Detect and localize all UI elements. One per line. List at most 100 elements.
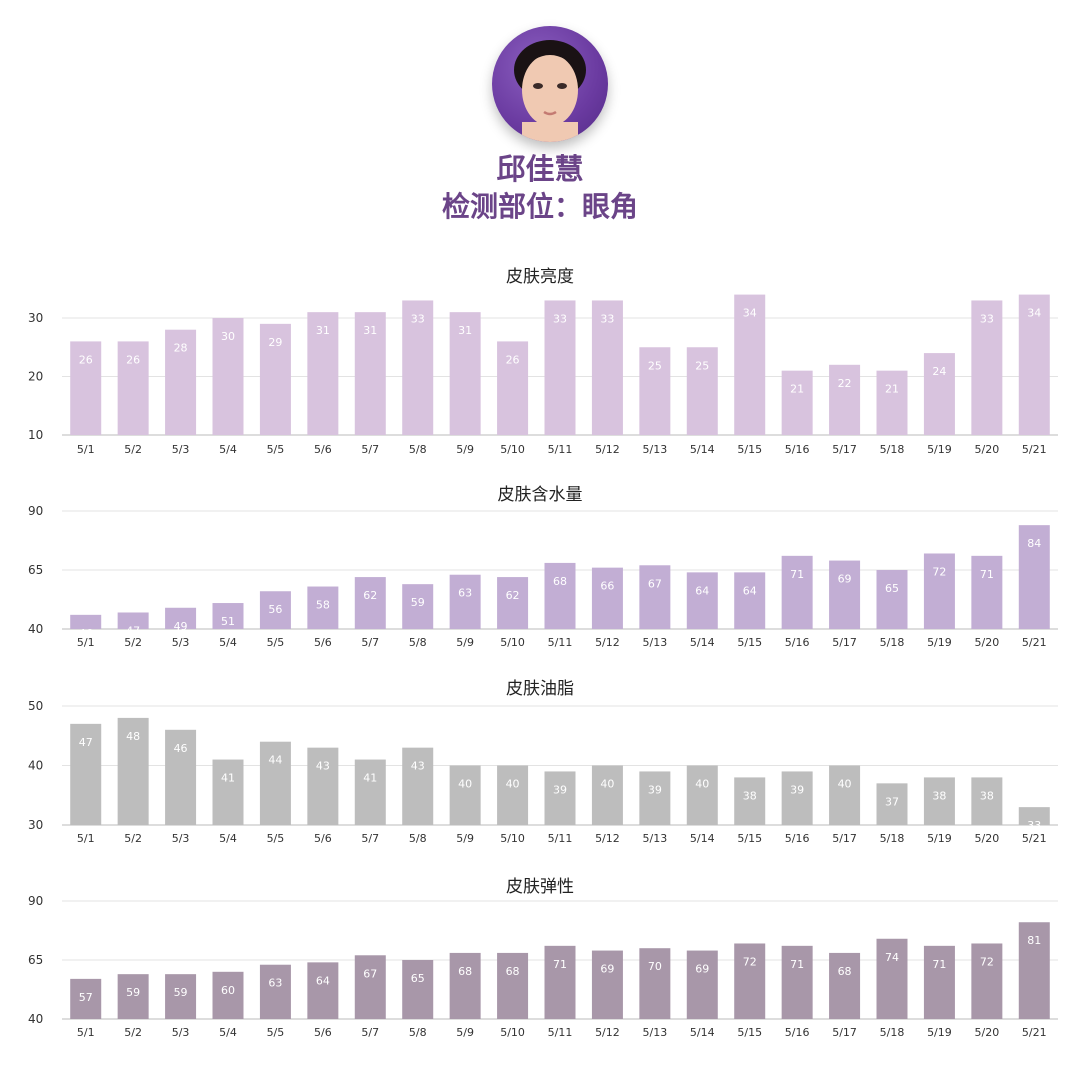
x-tick-label: 5/12: [595, 1026, 620, 1039]
bar: [876, 570, 908, 629]
bar: [1018, 525, 1050, 629]
data-label: 69: [695, 963, 709, 976]
x-tick-label: 5/20: [975, 443, 1000, 456]
x-tick-label: 5/9: [456, 443, 474, 456]
data-label: 59: [174, 986, 188, 999]
x-tick-label: 5/18: [880, 636, 905, 649]
chart-hydration-plot: 40 65 90 465/1 475/2 49 5/3 51 5/4 56 5/5 58 5/6 62 5/…: [28, 504, 1058, 649]
data-label: 38: [743, 789, 757, 802]
bar: [354, 312, 386, 435]
x-tick-label: 5/7: [361, 1026, 379, 1039]
x-tick-label: 5/1: [77, 636, 95, 649]
bar: [497, 952, 529, 1019]
bar: [449, 574, 481, 629]
x-tick-label: 5/4: [219, 832, 237, 845]
y-tick-label: 40: [28, 622, 43, 636]
x-tick-label: 5/5: [267, 1026, 285, 1039]
bar: [1018, 294, 1050, 435]
bar: [117, 341, 149, 435]
bar: [686, 950, 718, 1019]
chart-title: 皮肤含水量: [497, 485, 583, 505]
x-tick-label: 5/1: [77, 443, 95, 456]
x-tick-label: 5/11: [548, 443, 573, 456]
x-tick-label: 5/19: [927, 636, 952, 649]
bar: [544, 771, 576, 825]
bar: [923, 777, 955, 825]
x-tick-label: 5/15: [737, 1026, 762, 1039]
x-tick-label: 5/2: [124, 636, 142, 649]
x-tick-label: 5/19: [927, 832, 952, 845]
bar: [259, 741, 291, 825]
data-label: 62: [506, 589, 520, 602]
x-tick-label: 5/17: [832, 1026, 857, 1039]
bar: [591, 950, 623, 1019]
data-label: 47: [79, 736, 93, 749]
x-tick-label: 5/14: [690, 1026, 715, 1039]
data-label: 33: [980, 312, 994, 325]
data-label: 40: [458, 778, 472, 791]
x-tick-label: 5/6: [314, 443, 332, 456]
bar: [165, 729, 197, 825]
data-label: 44: [268, 754, 282, 767]
data-label: 67: [648, 577, 662, 590]
data-label: 63: [268, 977, 282, 990]
x-tick-label: 5/10: [500, 443, 525, 456]
bar: [876, 938, 908, 1019]
bar: [686, 572, 718, 629]
data-label: 64: [316, 974, 330, 987]
bar: [639, 347, 671, 435]
bar: [591, 567, 623, 629]
x-tick-label: 5/12: [595, 443, 620, 456]
y-tick-label: 65: [28, 953, 43, 967]
data-label: 33: [1027, 819, 1041, 832]
bar: [497, 765, 529, 825]
bar: [117, 612, 149, 629]
bar: [117, 717, 149, 825]
chart-title: 皮肤弹性: [506, 877, 574, 897]
bar: [70, 978, 102, 1019]
x-tick-label: 5/3: [172, 832, 190, 845]
bar: [876, 370, 908, 435]
data-label: 57: [79, 991, 93, 1004]
y-tick-label: 65: [28, 563, 43, 577]
data-label: 72: [980, 955, 994, 968]
chart-elasticity: 皮肤弹性 40 65 90 57 5/1 59 5/2 59 5/3 60 5/4 63 5/5 64 5/…: [0, 870, 1080, 1050]
data-label: 29: [268, 336, 282, 349]
bar: [402, 584, 434, 629]
data-label: 71: [932, 958, 946, 971]
bar: [971, 943, 1003, 1019]
x-tick-label: 5/6: [314, 832, 332, 845]
x-tick-label: 5/19: [927, 1026, 952, 1039]
x-tick-label: 5/14: [690, 636, 715, 649]
bar: [923, 353, 955, 435]
data-label: 38: [980, 789, 994, 802]
bar: [259, 964, 291, 1019]
bar: [829, 364, 861, 435]
bar: [686, 765, 718, 825]
x-tick-label: 5/15: [737, 636, 762, 649]
x-tick-label: 5/17: [832, 636, 857, 649]
data-label: 74: [885, 951, 899, 964]
bar: [212, 603, 244, 629]
bar: [1018, 807, 1050, 825]
bar: [923, 553, 955, 629]
x-tick-label: 5/16: [785, 443, 810, 456]
chart-brightness: 皮肤亮度 10 20 30 26 5/1 26 5/2 28 5/3 30 5/4 29 5/5 31 5/…: [0, 260, 1080, 460]
x-tick-label: 5/8: [409, 443, 427, 456]
data-label: 65: [411, 972, 425, 985]
x-tick-label: 5/13: [643, 1026, 668, 1039]
data-label: 26: [79, 353, 93, 366]
data-label: 22: [838, 377, 852, 390]
y-tick-label: 50: [28, 699, 43, 713]
x-tick-label: 5/7: [361, 832, 379, 845]
data-label: 48: [126, 730, 140, 743]
x-tick-label: 5/2: [124, 832, 142, 845]
x-tick-label: 5/19: [927, 443, 952, 456]
x-tick-label: 5/6: [314, 1026, 332, 1039]
detection-area: 检测部位：眼角: [441, 190, 638, 223]
x-tick-label: 5/18: [880, 1026, 905, 1039]
x-tick-label: 5/16: [785, 1026, 810, 1039]
face-photo: [514, 40, 586, 142]
x-tick-label: 5/5: [267, 832, 285, 845]
bar: [734, 572, 766, 629]
